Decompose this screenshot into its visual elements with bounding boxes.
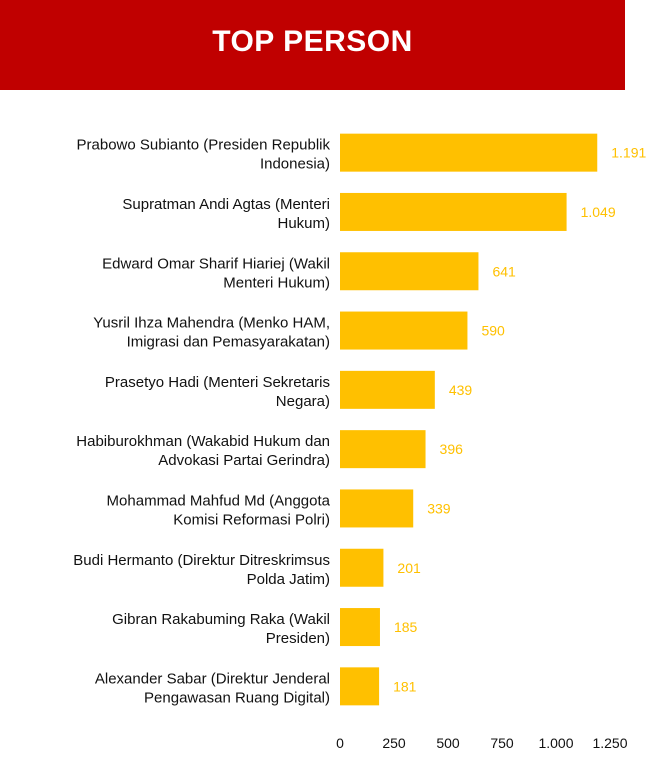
data-label: 590 (481, 323, 505, 339)
x-tick-label: 1.000 (538, 735, 573, 751)
category-label: Prabowo Subianto (Presiden Republik (77, 137, 331, 154)
category-label: Indonesia) (260, 156, 330, 173)
x-tick-label: 750 (490, 735, 514, 751)
category-label: Menteri Hukum) (223, 274, 330, 291)
category-label: Negara) (276, 393, 330, 410)
category-label: Supratman Andi Agtas (Menteri (122, 196, 330, 213)
category-label: Imigrasi dan Pemasyarakatan) (127, 334, 330, 351)
bar (340, 252, 479, 291)
category-label: Gibran Rakabuming Raka (Wakil (112, 611, 330, 628)
data-label: 181 (393, 678, 417, 694)
category-label: Yusril Ihza Mahendra (Menko HAM, (93, 315, 330, 332)
data-label: 339 (427, 500, 451, 516)
bar (340, 311, 468, 350)
category-label: Hukum) (277, 215, 330, 232)
category-label: Mohammad Mahfud Md (Anggota (107, 492, 331, 509)
category-label: Budi Hermanto (Direktur Ditreskrimsus (73, 552, 330, 569)
bar (340, 667, 380, 706)
data-label: 396 (440, 441, 464, 457)
category-label: Komisi Reformasi Polri) (173, 511, 330, 528)
header-banner: TOP PERSON (0, 0, 625, 90)
data-label: 1.049 (581, 204, 616, 220)
category-label: Polda Jatim) (247, 571, 330, 588)
bar (340, 370, 435, 409)
x-tick-label: 0 (336, 735, 344, 751)
category-label: Alexander Sabar (Direktur Jenderal (95, 670, 330, 687)
category-label: Presiden) (266, 630, 330, 647)
bar (340, 133, 598, 172)
bar (340, 489, 414, 528)
x-tick-label: 250 (382, 735, 406, 751)
bar (340, 192, 567, 231)
data-label: 1.191 (611, 145, 646, 161)
x-tick-label: 1.250 (592, 735, 627, 751)
category-label: Habiburokhman (Wakabid Hukum dan (76, 433, 330, 450)
x-tick-label: 500 (436, 735, 460, 751)
data-label: 439 (449, 382, 473, 398)
data-label: 185 (394, 619, 418, 635)
category-label: Pengawasan Ruang Digital) (144, 689, 330, 706)
page-title: TOP PERSON (212, 25, 413, 58)
data-label: 201 (397, 560, 421, 576)
bar (340, 548, 384, 587)
category-label: Edward Omar Sharif Hiariej (Wakil (102, 255, 330, 272)
category-label: Advokasi Partai Gerindra) (158, 452, 330, 469)
bar (340, 430, 426, 469)
bar (340, 608, 380, 647)
data-label: 641 (492, 263, 516, 279)
category-label: Prasetyo Hadi (Menteri Sekretaris (105, 374, 330, 391)
